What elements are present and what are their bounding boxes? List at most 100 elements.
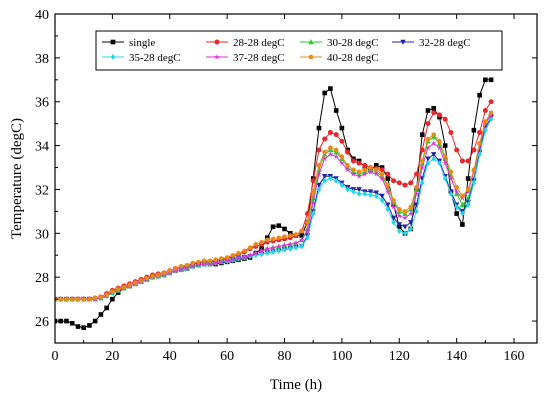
data-point-40-28-degc <box>454 184 459 190</box>
data-point-single <box>58 318 64 324</box>
data-point-40-28-degc <box>81 296 86 302</box>
data-point-40-28-degc <box>385 182 390 188</box>
data-point-35-28-degc <box>356 190 362 197</box>
data-point-37-28-degc <box>270 244 277 251</box>
data-point-single <box>431 106 437 111</box>
data-point-30-28-degc <box>459 201 466 208</box>
data-point-40-28-degc <box>133 280 138 286</box>
legend: single 28-28 degC 30-28 degC 32-28 degC 35-2… <box>95 30 503 71</box>
data-point-40-28-degc <box>420 158 425 164</box>
data-point-28-28-degc <box>408 180 414 186</box>
data-point-35-28-degc <box>299 243 305 250</box>
data-point-40-28-degc <box>236 250 241 256</box>
data-point-32-28-degc <box>367 189 374 195</box>
x-tick-label: 20 <box>105 349 119 364</box>
data-point-37-28-degc <box>212 259 219 266</box>
data-point-37-28-degc <box>189 263 196 269</box>
data-point-40-28-degc <box>161 270 167 276</box>
data-point-37-28-degc <box>436 144 443 151</box>
data-point-40-28-degc <box>437 138 442 144</box>
data-point-40-28-degc <box>110 288 115 294</box>
x-tick-label: 100 <box>331 349 352 364</box>
data-point-37-28-degc <box>384 188 391 195</box>
data-point-37-28-degc <box>447 175 454 182</box>
series-28-28-degc <box>55 99 494 302</box>
data-point-28-28-degc <box>402 182 408 188</box>
data-point-28-28-degc <box>471 147 477 153</box>
legend-marker <box>308 54 314 60</box>
data-point-37-28-degc <box>304 227 311 234</box>
data-point-37-28-degc <box>292 240 300 246</box>
data-point-32-28-degc <box>431 152 437 158</box>
data-point-35-28-degc <box>488 116 494 123</box>
data-point-37-28-degc <box>178 266 185 273</box>
data-point-35-28-degc <box>391 219 396 226</box>
data-point-40-28-degc <box>230 252 236 258</box>
legend-marker <box>110 54 116 60</box>
data-point-40-28-degc <box>98 294 104 300</box>
data-point-40-28-degc <box>196 259 201 265</box>
legend-item-single: single <box>102 37 155 49</box>
legend-marker <box>308 39 314 45</box>
data-point-single <box>316 125 322 131</box>
data-point-32-28-degc <box>408 220 414 226</box>
legend-marker <box>214 39 220 45</box>
legend-item-28-28-degc: 28-28 degC <box>206 37 285 49</box>
data-point-37-28-degc <box>373 170 380 177</box>
data-point-40-28-degc <box>305 219 310 225</box>
data-point-40-28-degc <box>259 239 264 245</box>
data-point-single <box>276 223 282 228</box>
data-point-37-28-degc <box>356 173 363 179</box>
axes: 0 20 40 60 80 100 120 140 160 26 28 30 32 34 36 38 40 <box>35 8 538 364</box>
data-point-40-28-degc <box>368 165 373 171</box>
data-point-single <box>98 312 104 317</box>
x-tick-label: 160 <box>504 349 525 364</box>
data-point-37-28-degc <box>224 257 231 264</box>
x-tick-label: 120 <box>389 349 410 364</box>
data-point-32-28-degc <box>425 156 431 162</box>
data-point-40-28-degc <box>425 136 431 142</box>
data-point-28-28-degc <box>333 132 339 138</box>
data-point-40-28-degc <box>179 263 184 269</box>
data-point-37-28-degc <box>361 170 368 177</box>
data-point-40-28-degc <box>477 140 482 146</box>
data-point-40-28-degc <box>156 272 161 278</box>
data-point-37-28-degc <box>206 260 213 267</box>
data-point-40-28-degc <box>328 145 333 151</box>
data-point-28-28-degc <box>322 136 328 142</box>
data-point-28-28-degc <box>442 116 448 122</box>
data-point-single <box>488 77 494 83</box>
data-point-40-28-degc <box>362 167 368 173</box>
data-point-28-28-degc <box>459 158 465 164</box>
data-point-single <box>333 108 339 113</box>
data-point-40-28-degc <box>316 162 322 168</box>
data-point-40-28-degc <box>460 193 465 199</box>
data-point-single <box>322 90 327 96</box>
data-point-37-28-degc <box>419 164 426 171</box>
data-point-40-28-degc <box>356 169 362 175</box>
legend-item-30-28-degc: 30-28 degC <box>300 37 379 49</box>
data-point-37-28-degc <box>344 166 351 173</box>
data-point-40-28-degc <box>276 235 281 241</box>
data-point-35-28-degc <box>454 204 459 210</box>
data-point-32-28-degc <box>385 202 391 208</box>
data-point-37-28-degc <box>275 243 282 250</box>
data-point-40-28-degc <box>87 296 92 302</box>
data-point-37-28-degc <box>367 168 374 175</box>
legend-marker <box>400 39 406 45</box>
legend-label: 37-28 degC <box>233 52 285 64</box>
data-point-35-28-degc <box>414 208 419 215</box>
data-point-37-28-degc <box>218 258 225 265</box>
data-point-single <box>69 320 75 326</box>
data-point-37-28-degc <box>442 159 449 166</box>
y-axis-title: Temperature (degC) <box>9 118 25 239</box>
data-point-40-28-degc <box>190 260 195 266</box>
data-point-40-28-degc <box>293 231 299 237</box>
y-tick-label: 26 <box>35 315 49 330</box>
x-tick-label: 80 <box>278 349 292 364</box>
data-point-single <box>483 77 488 83</box>
data-point-37-28-degc <box>327 151 334 157</box>
data-point-35-28-degc <box>437 160 442 167</box>
data-point-30-28-degc <box>453 190 460 197</box>
